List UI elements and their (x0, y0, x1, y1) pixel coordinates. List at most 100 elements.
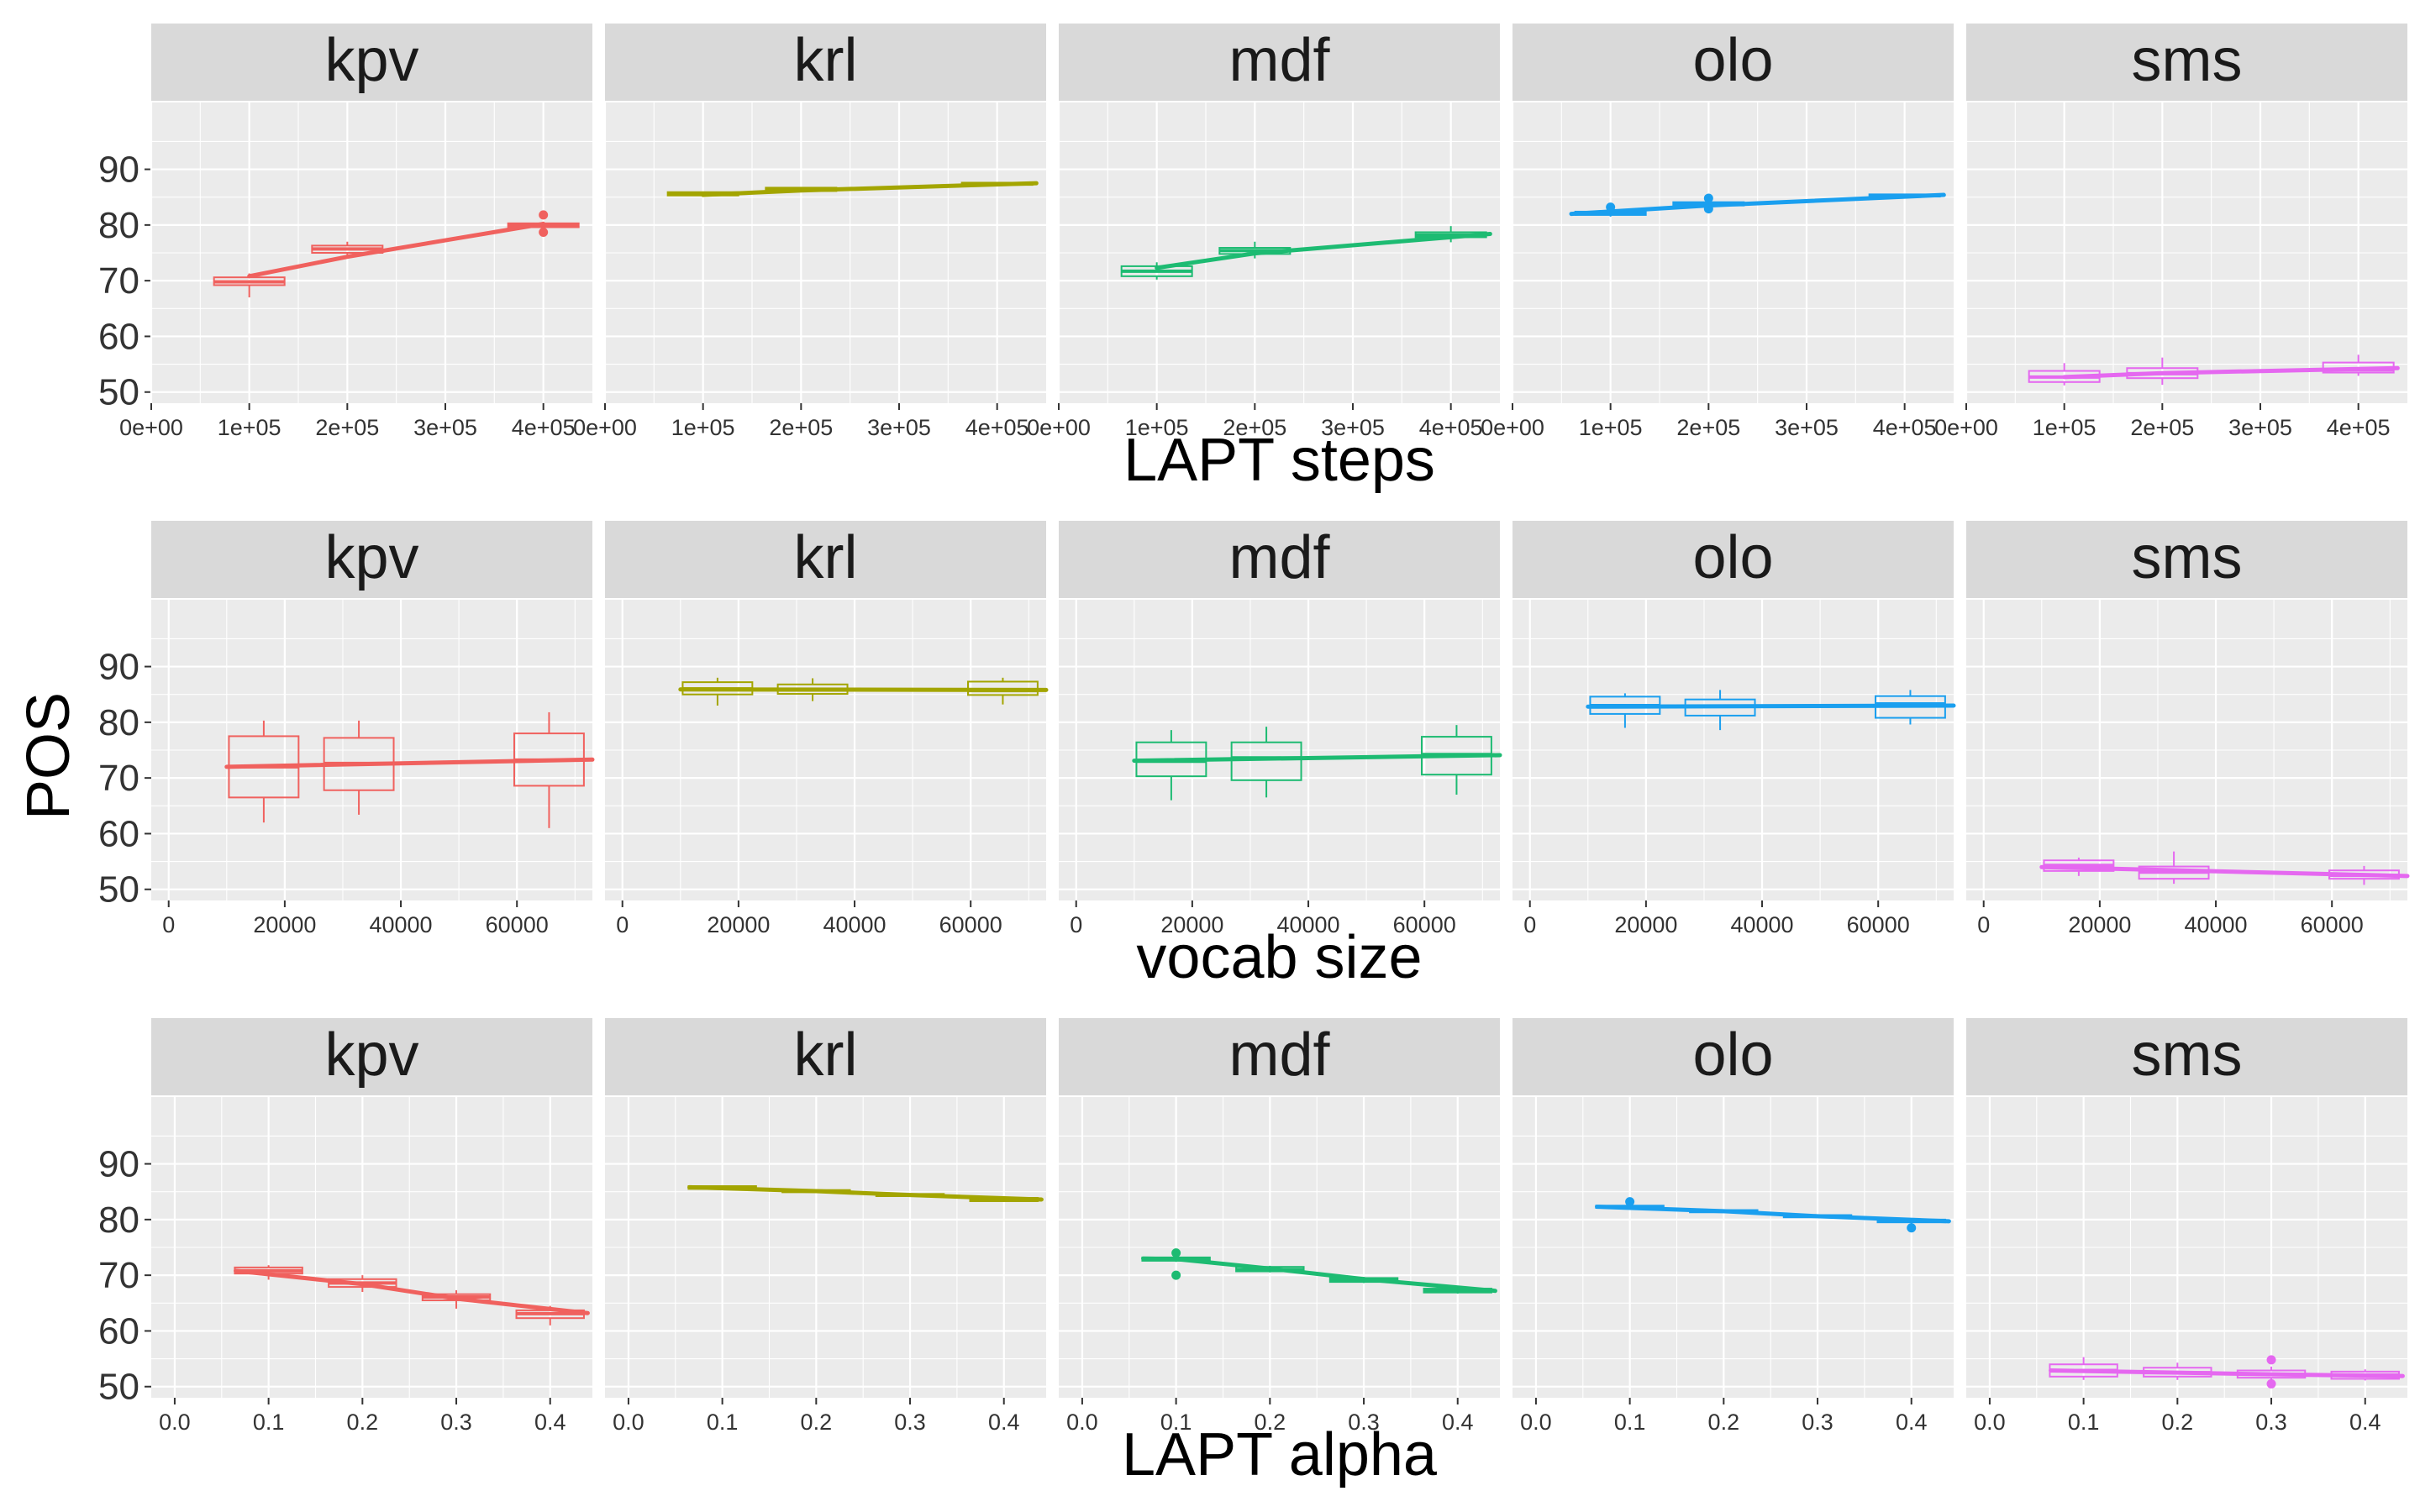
facet-label: krl (794, 524, 858, 591)
facet-label: kpv (324, 27, 418, 94)
x-tick-label: 0.4 (1442, 1410, 1474, 1435)
y-tick-label: 90 (98, 647, 139, 688)
x-tick-label: 4e+05 (1873, 415, 1937, 440)
x-tick-label: 1e+05 (2033, 415, 2096, 440)
x-tick-label: 4e+05 (512, 415, 576, 440)
trend-line (1132, 753, 1502, 764)
y-tick-label: 90 (98, 150, 139, 191)
facet-panel-sms: sms 0 20000 40000 60000 (1966, 521, 2410, 937)
x-tick-label: 20000 (1614, 912, 1677, 937)
x-tick-label: 2e+05 (769, 415, 833, 440)
facet-strip (151, 1018, 592, 1095)
outlier-point (539, 227, 549, 237)
trend-line (687, 1184, 1044, 1202)
facet-label: krl (794, 1021, 858, 1089)
trend-line (1595, 1205, 1951, 1224)
facet-strip (1966, 1018, 2407, 1095)
x-tick-label: 4e+05 (1419, 415, 1483, 440)
facet-label: olo (1692, 1021, 1773, 1089)
x-tick-label: 2e+05 (1676, 415, 1740, 440)
x-tick-label: 0.1 (253, 1410, 285, 1435)
x-tick-label: 0.0 (1066, 1410, 1098, 1435)
x-tick-label: 40000 (2184, 912, 2247, 937)
facet-strip (1512, 521, 1954, 598)
facet-label: kpv (324, 524, 418, 591)
trend-line (701, 181, 1039, 197)
facet-panel-kpv: kpv 0e+00 1e+05 2e+05 3e+05 4e+05 (119, 24, 592, 440)
facet-panel-kpv: kpv 0.0 0.1 0.2 0.3 0.4 (151, 1018, 592, 1435)
outlier-point (2266, 1355, 2276, 1365)
x-tick-label: 1e+05 (1125, 415, 1189, 440)
x-tick-label: 40000 (1276, 912, 1339, 937)
x-tick-label: 1e+05 (1579, 415, 1643, 440)
facet-label: kpv (324, 1021, 418, 1089)
trend-line (2039, 864, 2410, 879)
facet-strip (151, 521, 592, 598)
facet-row-vocab-size: 50 60 70 80 90 kpv 0 20000 40000 60000 krl 0 20000 40… (98, 521, 2410, 991)
x-tick-label: 20000 (253, 912, 316, 937)
facet-panel-krl: krl 0e+00 1e+05 2e+05 3e+05 4e+05 (573, 24, 1046, 440)
x-tick-label: 0 (1977, 912, 1990, 937)
outlier-point (1703, 193, 1713, 203)
x-axis-title: LAPT alpha (1122, 1421, 1438, 1488)
x-tick-label: 40000 (823, 912, 886, 937)
y-tick-label: 70 (98, 260, 139, 302)
x-tick-label: 0.4 (2349, 1410, 2381, 1435)
facet-strip (1512, 1018, 1954, 1095)
y-tick-label: 70 (98, 758, 139, 799)
facet-strip (151, 24, 592, 101)
y-tick-label: 80 (98, 205, 139, 246)
x-tick-label: 4e+05 (965, 415, 1029, 440)
x-tick-label: 0.1 (1160, 1410, 1192, 1435)
x-tick-label: 40000 (1730, 912, 1793, 937)
trend-line (1155, 231, 1492, 270)
y-tick-label: 80 (98, 1200, 139, 1241)
y-tick-label: 60 (98, 316, 139, 357)
facet-strip (1059, 1018, 1500, 1095)
facet-panel-sms: sms 0e+00 1e+05 2e+05 3e+05 4e+05 (1934, 24, 2407, 440)
x-tick-label: 60000 (486, 912, 549, 937)
facet-strip (1966, 521, 2407, 598)
facet-strip (1512, 24, 1954, 101)
x-tick-label: 0.4 (988, 1410, 1020, 1435)
facet-label: olo (1692, 524, 1773, 591)
y-tick-label: 90 (98, 1144, 139, 1185)
trend-line (224, 757, 595, 769)
outlier-point (539, 210, 549, 220)
x-tick-label: 2e+05 (2130, 415, 2194, 440)
x-tick-label: 0e+00 (1481, 415, 1544, 440)
facet-panel-olo: olo 0e+00 1e+05 2e+05 3e+05 4e+05 (1481, 24, 1954, 440)
y-tick-label: 60 (98, 1310, 139, 1352)
x-tick-label: 60000 (2301, 912, 2364, 937)
y-tick-label: 50 (98, 869, 139, 911)
x-tick-label: 0.3 (1802, 1410, 1833, 1435)
trend-line (1569, 192, 1946, 217)
y-tick-label: 70 (98, 1255, 139, 1296)
x-tick-label: 0.3 (894, 1410, 926, 1435)
x-tick-label: 0.0 (159, 1410, 191, 1435)
facet-strip (1059, 521, 1500, 598)
x-tick-label: 3e+05 (867, 415, 931, 440)
facet-label: mdf (1228, 1021, 1330, 1089)
x-tick-label: 3e+05 (2228, 415, 2292, 440)
facet-label: krl (794, 27, 858, 94)
x-tick-label: 0.1 (2068, 1410, 2100, 1435)
outlier-point (1625, 1197, 1635, 1207)
x-tick-label: 0.0 (1520, 1410, 1552, 1435)
x-tick-label: 0 (1070, 912, 1082, 937)
facet-row-lapt-alpha: 50 60 70 80 90 kpv 0.0 0.1 0.2 0.3 0.4 krl 0.0 0.1 0.2… (98, 1018, 2407, 1488)
facet-panel-olo: olo 0 20000 40000 60000 (1512, 521, 1956, 937)
outlier-point (1171, 1270, 1181, 1280)
x-tick-label: 20000 (2068, 912, 2131, 937)
x-tick-label: 60000 (1847, 912, 1910, 937)
x-tick-label: 20000 (1160, 912, 1223, 937)
x-tick-label: 3e+05 (413, 415, 477, 440)
x-tick-label: 0.3 (2255, 1410, 2287, 1435)
facet-panel-sms: sms 0.0 0.1 0.2 0.3 0.4 (1966, 1018, 2407, 1435)
outlier-point (1171, 1248, 1181, 1258)
facet-strip (1059, 24, 1500, 101)
trend-line (1141, 1256, 1497, 1294)
outlier-point (1907, 1223, 1917, 1233)
